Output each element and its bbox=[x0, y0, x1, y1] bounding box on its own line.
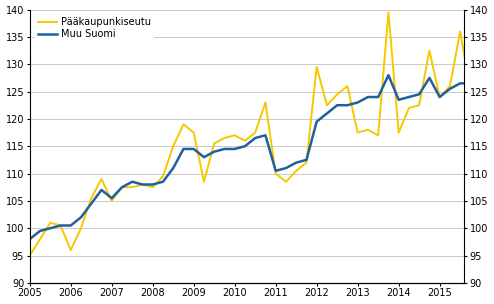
Muu Suomi bbox=[416, 92, 422, 96]
Muu Suomi bbox=[129, 180, 135, 184]
Muu Suomi bbox=[201, 155, 207, 159]
Muu Suomi bbox=[385, 73, 391, 77]
Pääkaupunkiseutu bbox=[201, 180, 207, 184]
Pääkaupunkiseutu bbox=[416, 103, 422, 107]
Pääkaupunkiseutu bbox=[129, 185, 135, 189]
Muu Suomi bbox=[232, 147, 238, 151]
Muu Suomi bbox=[27, 237, 33, 241]
Pääkaupunkiseutu bbox=[27, 254, 33, 257]
Legend: Pääkaupunkiseutu, Muu Suomi: Pääkaupunkiseutu, Muu Suomi bbox=[35, 14, 154, 42]
Muu Suomi bbox=[180, 147, 186, 151]
Pääkaupunkiseutu bbox=[180, 123, 186, 126]
Line: Pääkaupunkiseutu: Pääkaupunkiseutu bbox=[30, 12, 494, 256]
Pääkaupunkiseutu bbox=[232, 133, 238, 137]
Pääkaupunkiseutu bbox=[385, 10, 391, 14]
Line: Muu Suomi: Muu Suomi bbox=[30, 75, 494, 239]
Pääkaupunkiseutu bbox=[221, 136, 227, 140]
Muu Suomi bbox=[221, 147, 227, 151]
